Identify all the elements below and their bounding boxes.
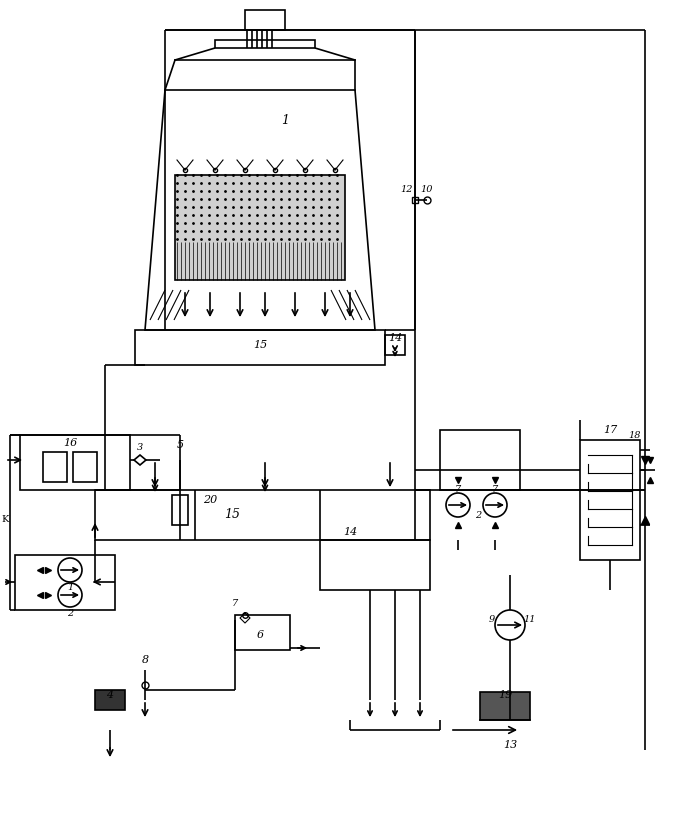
Text: 1: 1	[67, 584, 73, 593]
Text: 9: 9	[489, 615, 495, 624]
Text: 16: 16	[63, 438, 77, 448]
Text: 14: 14	[343, 527, 357, 537]
Bar	[43, 452, 67, 482]
Bar	[235, 615, 290, 650]
Bar	[95, 490, 430, 540]
Text: 7: 7	[455, 485, 461, 494]
Bar	[215, 40, 315, 48]
Bar	[440, 430, 520, 490]
Text: 2: 2	[475, 510, 481, 519]
Bar	[175, 175, 345, 280]
Polygon shape	[134, 455, 146, 465]
Text: 17: 17	[603, 425, 617, 435]
Text: 5: 5	[176, 440, 184, 450]
Bar	[385, 335, 405, 355]
Text: 4: 4	[107, 690, 113, 700]
Text: 18: 18	[628, 431, 641, 440]
Text: 7: 7	[492, 485, 498, 494]
Text: 15: 15	[253, 340, 267, 350]
Bar	[73, 452, 97, 482]
Bar	[245, 10, 285, 30]
Text: 11: 11	[524, 615, 536, 624]
Text: K: K	[1, 515, 9, 524]
Text: 13: 13	[503, 740, 517, 750]
Bar	[320, 540, 430, 590]
Text: 19: 19	[498, 690, 512, 700]
Bar	[580, 440, 640, 560]
Bar	[95, 690, 125, 710]
Text: 8: 8	[142, 655, 148, 665]
Text: 2: 2	[67, 609, 73, 618]
Bar	[172, 495, 188, 525]
Text: 20: 20	[203, 495, 217, 505]
Text: 14: 14	[388, 333, 402, 343]
Text: 10: 10	[421, 186, 433, 195]
Bar	[15, 555, 115, 610]
Text: 15: 15	[225, 509, 240, 522]
Text: 7: 7	[232, 598, 238, 607]
Text: 6: 6	[256, 630, 263, 640]
Bar	[480, 692, 530, 720]
Text: 12: 12	[401, 186, 413, 195]
Text: 3: 3	[137, 444, 143, 453]
Bar	[20, 435, 130, 490]
Bar	[135, 330, 385, 365]
Text: 1: 1	[281, 113, 289, 126]
